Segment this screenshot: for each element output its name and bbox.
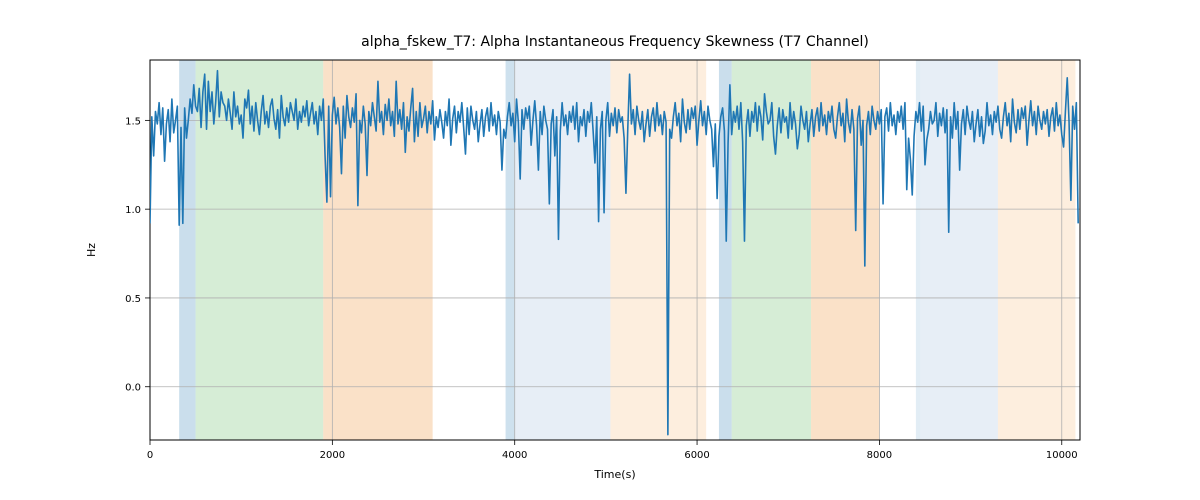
x-axis-label: Time(s)	[593, 468, 635, 481]
svg-text:8000: 8000	[867, 450, 892, 461]
svg-text:6000: 6000	[684, 450, 709, 461]
svg-text:0.5: 0.5	[125, 294, 141, 305]
svg-text:10000: 10000	[1046, 450, 1078, 461]
line-chart: 0 2000 4000 6000 8000 10000 0.0 0.5 1.0 1.5 alpha…	[0, 0, 1200, 500]
svg-text:2000: 2000	[320, 450, 345, 461]
svg-text:4000: 4000	[502, 450, 527, 461]
svg-text:0.0: 0.0	[125, 383, 141, 394]
svg-text:1.0: 1.0	[125, 205, 141, 216]
svg-text:0: 0	[147, 450, 153, 461]
y-axis-label: Hz	[85, 243, 98, 257]
svg-text:1.5: 1.5	[125, 116, 141, 127]
chart-title: alpha_fskew_T7: Alpha Instantaneous Freq…	[361, 34, 869, 50]
